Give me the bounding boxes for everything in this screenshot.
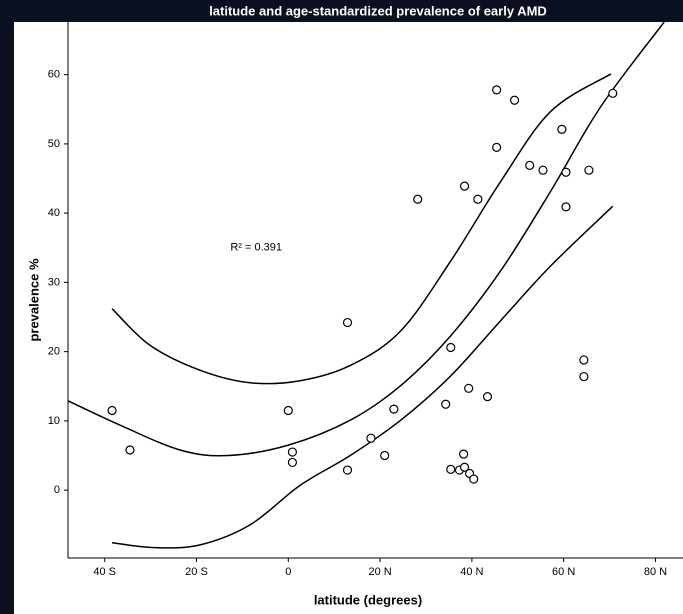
data-point [579,355,589,365]
data-point [380,450,390,461]
data-point [492,85,502,95]
y-tick-label: 0 [54,484,60,496]
data-point [366,433,376,443]
data-point [287,447,298,457]
data-point [446,464,456,474]
x-tick-label: 60 N [552,566,575,578]
data-point [608,88,618,98]
data-point [342,317,353,328]
fit-curve [111,205,614,549]
y-tick-label: 30 [48,276,60,288]
data-point [482,392,493,402]
data-point [125,445,135,455]
x-tick-label: 40 N [460,566,483,578]
x-tick-label: 80 N [644,566,667,578]
data-point [287,457,298,468]
data-point [525,160,535,170]
fit-curve [111,73,612,385]
data-point [459,181,470,191]
data-point [446,342,456,353]
y-tick-label: 50 [48,138,60,150]
data-point [492,142,502,152]
data-point [561,202,571,212]
data-point [579,371,589,382]
x-tick-label: 20 N [368,566,391,578]
data-point [283,405,293,416]
data-point [342,465,353,475]
data-point [459,449,469,459]
data-point [473,194,483,204]
data-point [464,383,474,393]
x-tick-label: 20 S [185,566,208,578]
x-tick-label: 40 S [93,566,116,578]
data-point [107,405,117,416]
y-tick-label: 40 [48,207,60,219]
y-axis-label: prevalence % [26,258,41,342]
data-point [389,404,399,414]
data-point [441,399,451,409]
x-axis-label: latitude (degrees) [314,592,422,607]
plot-background [14,22,683,614]
data-point [413,194,423,204]
data-point [561,167,571,177]
fit-curve [67,21,665,457]
data-point [584,165,594,175]
x-tick-label: 0 [285,566,291,578]
data-point [469,474,479,484]
chart-title: latitude and age-standardized prevalence… [209,3,547,18]
y-tick-label: 20 [48,346,60,358]
data-point [509,95,520,105]
data-point [538,165,548,175]
data-point [459,462,470,472]
y-tick-label: 60 [48,69,60,81]
y-tick-label: 10 [48,415,60,427]
data-point [557,124,567,134]
annotation: R² = 0.391 [230,242,282,254]
